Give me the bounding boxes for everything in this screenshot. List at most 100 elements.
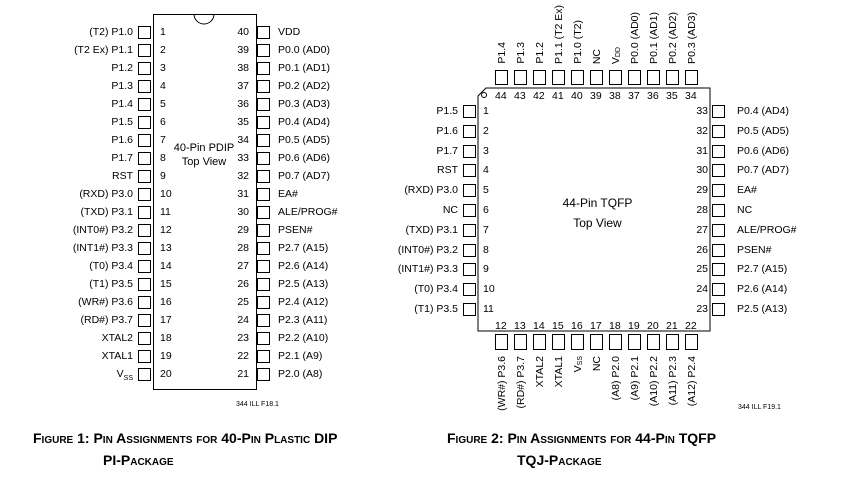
pdip-pin-2	[138, 44, 151, 57]
pdip-pin-5	[138, 98, 151, 111]
pdip-pin-number: 2	[160, 44, 166, 56]
tqfp-pin-14	[533, 334, 546, 350]
tqfp-pin-label: EA#	[737, 184, 757, 197]
tqfp-pin-15	[552, 334, 565, 350]
tqfp-pin-label: ALE/PROG#	[737, 223, 797, 236]
pdip-pin-label: P0.3 (AD3)	[278, 98, 330, 110]
tqfp-pin-label: (INT1#) P3.3	[397, 263, 458, 276]
pdip-pin-label: XTAL1	[101, 350, 133, 362]
tqfp-pin-12	[495, 334, 508, 350]
pdip-pin-1	[138, 26, 151, 39]
pdip-pin-label: VSS	[116, 368, 133, 383]
tqfp-pin-label: (WR#) P3.6	[496, 356, 508, 411]
pdip-pin-32	[257, 170, 270, 183]
pdip-pin-4	[138, 80, 151, 93]
pdip-pin-label: (TXD) P3.1	[80, 206, 133, 218]
pdip-pin-number: 40	[237, 26, 249, 38]
pdip-pin-label: (T2) P1.0	[89, 26, 133, 38]
pdip-pin-label: P0.0 (AD0)	[278, 44, 330, 56]
pdip-pin-number: 25	[237, 296, 249, 308]
tqfp-pin-number: 8	[483, 243, 489, 256]
tqfp-pin-number: 37	[628, 90, 640, 102]
pdip-pin-number: 13	[160, 242, 172, 254]
pdip-pin-label: P1.3	[111, 80, 133, 92]
tqfp-pin-38	[609, 70, 622, 85]
pdip-pin-label: P2.1 (A9)	[278, 350, 323, 362]
tqfp-pin-label: RST	[437, 164, 458, 177]
pdip-pin-number: 8	[160, 152, 166, 164]
tqfp-pin-number: 34	[685, 90, 697, 102]
tqfp-pin-label: P0.7 (AD7)	[737, 164, 789, 177]
tqfp-pin-36	[647, 70, 660, 85]
tqfp-pin-number: 22	[685, 320, 697, 332]
pdip-pin-31	[257, 188, 270, 201]
tqfp-pin-number: 39	[590, 90, 602, 102]
tqfp-pin-label: (A9) P2.1	[629, 356, 641, 401]
tqfp-pin-label: P1.2	[534, 42, 546, 64]
pdip-pin-number: 27	[237, 260, 249, 272]
tqfp-pin-label: P1.6	[436, 124, 458, 137]
tqfp-pin-number: 31	[696, 144, 708, 157]
tqfp-caption-line2: TQJ-Package	[517, 452, 602, 468]
pdip-pin-label: P2.5 (A13)	[278, 278, 329, 290]
pdip-pin-number: 9	[160, 170, 166, 182]
pdip-pin-22	[257, 350, 270, 363]
pdip-pin-label: P2.6 (A14)	[278, 260, 329, 272]
tqfp-pin-label: P0.1 (AD1)	[648, 12, 660, 64]
pdip-pin-label: (INT0#) P3.2	[72, 224, 133, 236]
tqfp-pin-24	[712, 283, 725, 297]
pdip-pin-label: P0.1 (AD1)	[278, 62, 330, 74]
tqfp-pin-number: 41	[552, 90, 564, 102]
pdip-pin-33	[257, 152, 270, 165]
tqfp-pin-number: 18	[609, 320, 621, 332]
pdip-pin-label: P2.2 (A10)	[278, 332, 329, 344]
tqfp-pin-number: 44	[495, 90, 507, 102]
tqfp-pin-number: 1	[483, 105, 489, 117]
pdip-pin-9	[138, 170, 151, 183]
pdip-pin-number: 28	[237, 242, 249, 254]
tqfp-pin-number: 43	[514, 90, 526, 102]
pdip-pin-label: P1.4	[111, 98, 133, 110]
tqfp-pin-number: 11	[483, 303, 494, 315]
tqfp-pin-number: 26	[696, 243, 708, 256]
tqfp-pin-number: 40	[571, 90, 583, 102]
pdip-pin-number: 31	[237, 188, 249, 200]
tqfp-pin-number: 25	[696, 263, 708, 276]
tqfp-pin-19	[628, 334, 641, 350]
tqfp-pin-label: NC	[737, 204, 753, 216]
tqfp-pin-label: (A10) P2.2	[648, 356, 660, 407]
tqfp-pin-31	[712, 144, 725, 158]
pdip-pin-label: VDD	[278, 26, 301, 38]
pdip-pin-34	[257, 134, 270, 147]
tqfp-pin-label: (A12) P2.4	[686, 356, 698, 407]
tqfp-pin-2	[463, 124, 476, 138]
tqfp-pin-label: P2.5 (A13)	[737, 303, 788, 315]
pdip-pin-label: P1.6	[111, 134, 133, 146]
tqfp-pin-label: XTAL1	[553, 356, 565, 388]
pdip-pin-38	[257, 62, 270, 75]
tqfp-pin-number: 12	[495, 320, 507, 332]
pdip-pin-label: P0.6 (AD6)	[278, 152, 330, 164]
pdip-caption-line2: PI-Package	[103, 452, 174, 468]
pdip-pin-label: P0.4 (AD4)	[278, 116, 330, 128]
pdip-pin-26	[257, 278, 270, 291]
pdip-pin-number: 3	[160, 62, 166, 74]
pdip-pin-number: 39	[237, 44, 249, 56]
pdip-pin-label: PSEN#	[278, 224, 313, 236]
tqfp-pin-number: 32	[696, 124, 708, 137]
tqfp-pin-25	[712, 263, 725, 277]
pdip-pin-37	[257, 80, 270, 93]
pdip-pin-label: P2.7 (A15)	[278, 242, 329, 254]
tqfp-pin-43	[514, 70, 527, 85]
tqfp-pin-number: 29	[696, 184, 708, 197]
tqfp-pin-number: 30	[696, 164, 708, 177]
tqfp-pin-number: 19	[628, 320, 640, 332]
tqfp-pin-34	[685, 70, 698, 85]
tqfp-pin-label: NC	[442, 204, 458, 216]
pdip-pin-40	[257, 26, 270, 39]
pdip-pin-label: P0.5 (AD5)	[278, 134, 330, 146]
tqfp-pin-label: NC	[591, 356, 603, 372]
tqfp-pin-label: (RXD) P3.0	[404, 184, 458, 197]
tqfp-pin-label: (T0) P3.4	[414, 283, 458, 296]
pdip-pin-number: 37	[237, 80, 249, 92]
